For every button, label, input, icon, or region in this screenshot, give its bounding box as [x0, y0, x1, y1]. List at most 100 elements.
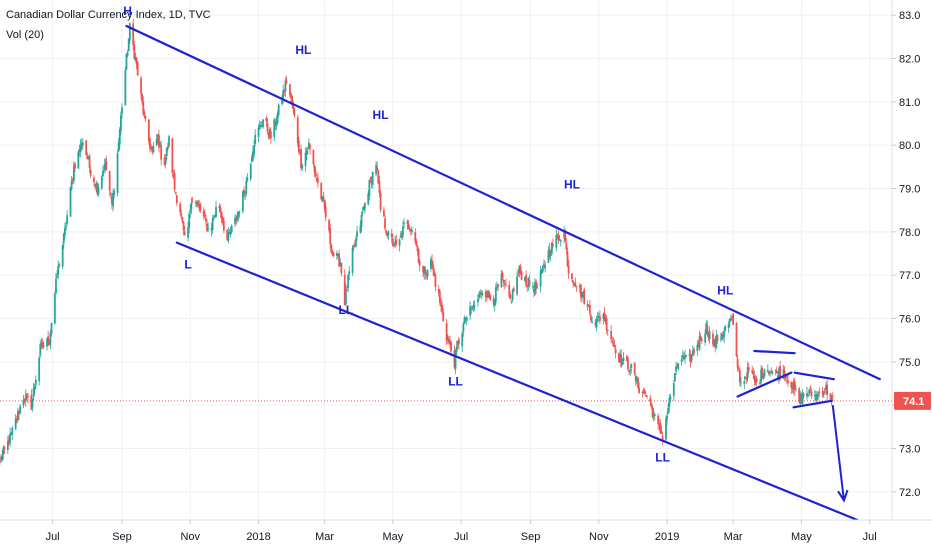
candle-body: [296, 117, 299, 143]
candle-body: [493, 300, 496, 306]
candle-body: [691, 350, 694, 356]
candle-body: [611, 341, 614, 343]
candle-body: [165, 147, 168, 157]
candle-body: [71, 179, 74, 181]
candle-body: [472, 304, 475, 309]
candle-body: [173, 173, 176, 190]
candle-body: [144, 115, 147, 120]
candle-body: [729, 318, 732, 320]
candle-body: [370, 176, 373, 184]
candlestick-series: [0, 19, 834, 465]
candle-body: [612, 342, 615, 344]
candle-body: [575, 285, 578, 287]
candle-body: [235, 217, 238, 222]
candle-body: [220, 211, 223, 220]
candle-body: [802, 393, 805, 397]
candle-body: [72, 165, 75, 181]
candle-body: [211, 218, 214, 230]
candle-body: [543, 263, 545, 267]
candle-body: [590, 315, 592, 321]
volume-indicator-label[interactable]: Vol (20): [6, 29, 44, 41]
x-tick-label: Jul: [454, 531, 468, 543]
pattern-label: L: [184, 258, 191, 272]
candle-body: [74, 163, 76, 169]
candle-body: [705, 323, 708, 335]
x-tick-label: 2018: [246, 531, 270, 543]
candle-body: [549, 254, 552, 256]
candle-body: [574, 282, 577, 287]
candle-body: [794, 388, 797, 390]
candle-body: [567, 265, 570, 274]
candle-body: [653, 414, 656, 416]
candle-body: [489, 295, 492, 301]
candle-body: [125, 53, 128, 70]
candle-body: [743, 380, 746, 385]
candle-body: [394, 241, 397, 246]
candle-body: [526, 285, 529, 287]
candle-body: [496, 286, 498, 289]
candle-body: [644, 394, 647, 396]
candle-body: [770, 370, 773, 372]
candle-body: [24, 395, 27, 402]
candle-body: [190, 203, 193, 210]
candle-body: [149, 138, 151, 149]
candle-body: [88, 155, 91, 168]
candle-body: [275, 120, 278, 127]
candle-body: [168, 136, 170, 147]
candle-body: [707, 333, 710, 339]
candle-body: [299, 151, 301, 154]
grid-lines: [0, 0, 892, 520]
time-axis[interactable]: Jul Sep Nov 2018 Mar May Jul Sep Nov 2019 Mar May Ju…: [46, 520, 877, 543]
candle-body: [571, 273, 573, 280]
candle-body: [531, 286, 534, 288]
candle-body: [1, 454, 4, 461]
candle-body: [288, 84, 291, 96]
candle-body: [191, 201, 194, 203]
candle-body: [563, 230, 566, 238]
candle-body: [596, 315, 599, 317]
x-tick-label: Nov: [589, 531, 609, 543]
candle-body: [112, 193, 114, 207]
time-axis-background: [0, 520, 932, 550]
candle-body: [826, 384, 829, 395]
candle-body: [674, 373, 676, 382]
candle-body: [675, 366, 677, 372]
pattern-label: LL: [339, 303, 354, 317]
candle-body: [197, 201, 200, 205]
candle-body: [672, 383, 675, 397]
candle-body: [343, 274, 346, 306]
y-tick-label: 80.0: [899, 140, 920, 152]
candle-body: [752, 371, 755, 375]
candle-body: [731, 316, 733, 318]
candle-body: [480, 293, 483, 296]
candle-body: [619, 354, 621, 363]
candle-body: [818, 391, 821, 393]
candle-body: [779, 366, 782, 378]
candle-body: [761, 368, 764, 377]
candle-body: [724, 325, 727, 331]
candle-body: [556, 235, 559, 237]
candle-body: [53, 293, 56, 324]
candle-body: [704, 333, 707, 343]
candle-body: [243, 189, 245, 195]
candle-body: [782, 369, 785, 379]
candle-body: [331, 252, 334, 255]
candle-body: [787, 380, 789, 384]
candle-body: [203, 213, 206, 216]
candle-body: [520, 271, 523, 280]
candle-body: [50, 323, 53, 334]
candle-body: [422, 266, 424, 273]
pennant-lower-1-trendline: [736, 371, 793, 398]
trendline-drawings[interactable]: [125, 24, 881, 522]
channel-upper-trendline: [125, 24, 881, 381]
candle-body: [766, 369, 769, 372]
candle-body: [438, 291, 441, 304]
candle-body: [292, 105, 295, 109]
candle-body: [539, 270, 542, 287]
candle-body: [629, 369, 632, 371]
candle-body: [141, 93, 144, 103]
candle-body: [831, 395, 834, 398]
candle-body: [649, 398, 652, 403]
candle-body: [25, 393, 28, 396]
